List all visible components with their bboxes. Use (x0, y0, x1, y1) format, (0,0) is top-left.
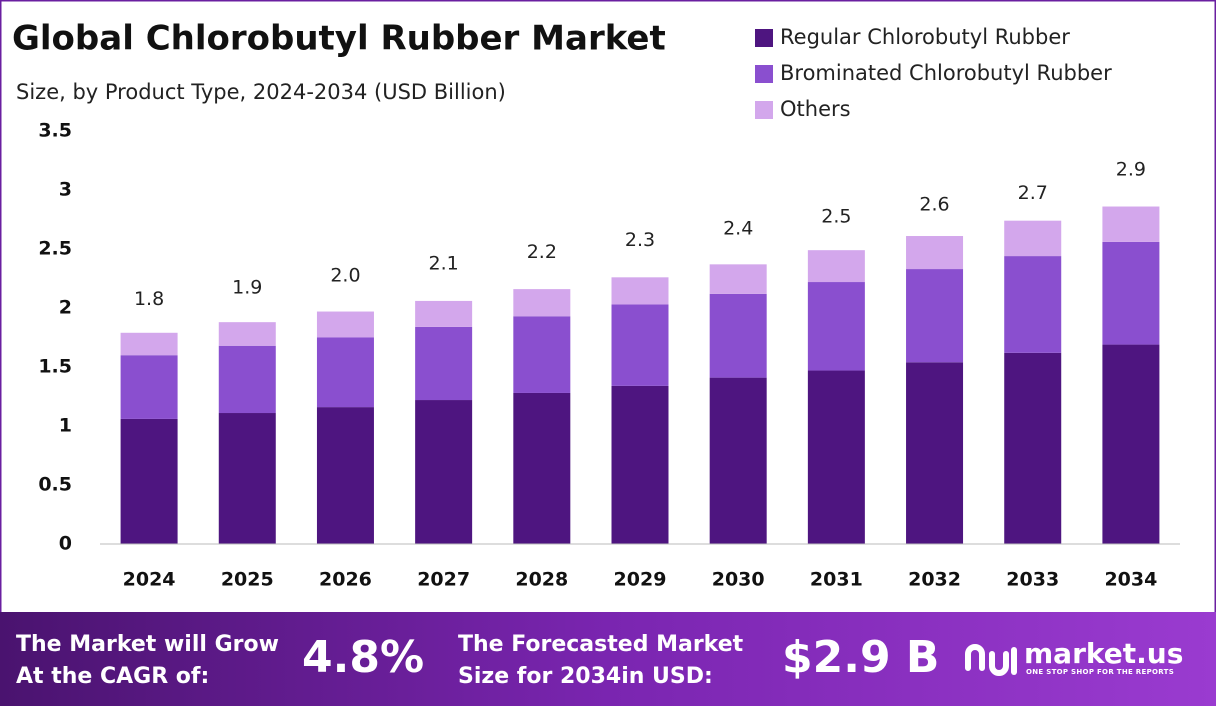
forecast-text: Size for 2034in USD: (458, 664, 713, 689)
bar-segment (1102, 206, 1160, 242)
legend-label: Regular Chlorobutyl Rubber (780, 25, 1070, 49)
bar-segment (415, 300, 473, 327)
total-label: 2.1 (429, 253, 459, 275)
y-tick-label: 1.5 (38, 356, 72, 378)
bar-segment (316, 311, 374, 338)
x-tick-label: 2032 (908, 569, 961, 591)
x-tick-label: 2026 (319, 569, 372, 591)
bar-segment (415, 326, 473, 401)
cagr-text: The Market will Grow (16, 632, 279, 657)
bar-segment (513, 392, 571, 544)
x-tick-label: 2028 (515, 569, 568, 591)
x-tick-label: 2025 (221, 569, 274, 591)
bar-segment (611, 277, 669, 305)
y-tick-label: 0 (59, 533, 72, 555)
bar-segment (807, 370, 865, 544)
x-tick-label: 2030 (712, 569, 765, 591)
y-tick-label: 2 (59, 297, 72, 319)
bar-segment (611, 304, 669, 386)
forecast-value: $2.9 B (782, 632, 939, 683)
total-label: 2.0 (330, 265, 360, 287)
bar-segment (120, 355, 178, 419)
total-label: 1.8 (134, 288, 164, 310)
y-tick-label: 2.5 (38, 238, 72, 260)
x-tick-label: 2029 (614, 569, 667, 591)
total-label: 2.6 (919, 194, 949, 216)
legend-swatch (755, 101, 773, 119)
plot: 0 0.5 1 1.5 2 2.5 3 3.5 1.8 2024 1.9 2025 2.0 2026 2.1… (38, 120, 1180, 591)
bar-segment (415, 400, 473, 544)
bar-segment (709, 264, 767, 294)
x-tick-label: 2027 (417, 569, 470, 591)
cagr-text: At the CAGR of: (16, 664, 209, 689)
y-tick-label: 3 (59, 179, 72, 201)
bar-segment (906, 269, 964, 363)
legend: Regular Chlorobutyl Rubber Brominated Chl… (755, 25, 1112, 121)
y-tick-label: 1 (59, 415, 72, 437)
brand: market.us (1024, 637, 1183, 670)
bar-segment (709, 293, 767, 378)
y-tick-label: 0.5 (38, 474, 72, 496)
bar-segment (906, 236, 964, 270)
bar-segment (218, 322, 276, 346)
total-label: 2.5 (821, 206, 851, 228)
bar-segment (120, 332, 178, 356)
x-tick-label: 2031 (810, 569, 863, 591)
chart-title: Global Chlorobutyl Rubber Market (12, 19, 666, 59)
bar-segment (1004, 256, 1062, 353)
x-tick-label: 2024 (123, 569, 176, 591)
bar-segment (513, 289, 571, 317)
total-label: 2.9 (1116, 158, 1146, 180)
bar-segment (1102, 241, 1160, 345)
x-tick-label: 2034 (1104, 569, 1157, 591)
bar-segment (611, 385, 669, 544)
legend-label: Brominated Chlorobutyl Rubber (780, 61, 1112, 85)
chart-subtitle: Size, by Product Type, 2024-2034 (USD Bi… (16, 80, 506, 104)
legend-swatch (755, 65, 773, 83)
bar-segment (807, 250, 865, 283)
logo-icon (965, 644, 1017, 676)
total-label: 2.4 (723, 217, 753, 239)
total-label: 1.9 (232, 276, 262, 298)
bar-segment (513, 316, 571, 393)
bar-segment (120, 418, 178, 544)
bar-segment (709, 377, 767, 544)
bar-segment (316, 407, 374, 544)
tagline: ONE STOP SHOP FOR THE REPORTS (1026, 668, 1174, 676)
cagr-value: 4.8% (302, 632, 424, 683)
bar-segment (316, 337, 374, 408)
y-tick-label: 3.5 (38, 120, 72, 142)
forecast-text: The Forecasted Market (458, 632, 744, 657)
bar-segment (218, 345, 276, 414)
total-label: 2.2 (527, 241, 557, 263)
bar-segment (1004, 352, 1062, 544)
bar-segment (1004, 220, 1062, 257)
legend-swatch (755, 29, 773, 47)
total-label: 2.3 (625, 229, 655, 251)
bar-segment (218, 413, 276, 544)
total-label: 2.7 (1018, 182, 1048, 204)
legend-label: Others (780, 97, 851, 121)
bar-segment (906, 362, 964, 544)
bar-segment (807, 282, 865, 371)
bar-segment (1102, 344, 1160, 544)
x-tick-label: 2033 (1006, 569, 1059, 591)
